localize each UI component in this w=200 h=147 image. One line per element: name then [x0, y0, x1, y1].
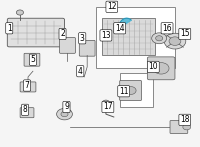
- Circle shape: [16, 10, 23, 15]
- Text: 15: 15: [180, 30, 190, 39]
- Bar: [102, 18, 155, 55]
- FancyBboxPatch shape: [24, 53, 40, 66]
- Text: 9: 9: [64, 102, 69, 111]
- Circle shape: [61, 112, 68, 117]
- Polygon shape: [119, 18, 131, 28]
- Text: 14: 14: [115, 24, 125, 33]
- Circle shape: [156, 36, 163, 41]
- Circle shape: [164, 33, 186, 49]
- Text: 8: 8: [23, 105, 27, 114]
- Text: 16: 16: [162, 24, 172, 33]
- FancyBboxPatch shape: [60, 37, 75, 53]
- Bar: [96, 7, 175, 68]
- FancyBboxPatch shape: [147, 57, 175, 80]
- Text: 3: 3: [80, 34, 85, 43]
- FancyBboxPatch shape: [7, 18, 65, 47]
- Circle shape: [152, 33, 167, 44]
- Text: 7: 7: [25, 81, 29, 90]
- Bar: [120, 73, 153, 107]
- Text: 4: 4: [78, 67, 83, 76]
- Circle shape: [102, 100, 109, 105]
- FancyBboxPatch shape: [20, 82, 36, 92]
- FancyBboxPatch shape: [20, 108, 34, 118]
- Circle shape: [57, 108, 72, 120]
- Text: 12: 12: [107, 2, 117, 11]
- Text: 18: 18: [180, 115, 190, 124]
- FancyBboxPatch shape: [120, 81, 141, 101]
- Text: 5: 5: [31, 55, 35, 64]
- Circle shape: [153, 63, 169, 74]
- Text: 17: 17: [103, 102, 113, 111]
- FancyBboxPatch shape: [170, 121, 188, 133]
- Text: 13: 13: [101, 31, 111, 40]
- FancyBboxPatch shape: [79, 40, 95, 56]
- Circle shape: [183, 124, 191, 130]
- Circle shape: [169, 37, 181, 45]
- Text: 1: 1: [7, 24, 12, 33]
- Text: 11: 11: [119, 87, 128, 96]
- Text: 2: 2: [60, 30, 65, 39]
- Circle shape: [125, 86, 136, 95]
- Text: 10: 10: [148, 62, 158, 71]
